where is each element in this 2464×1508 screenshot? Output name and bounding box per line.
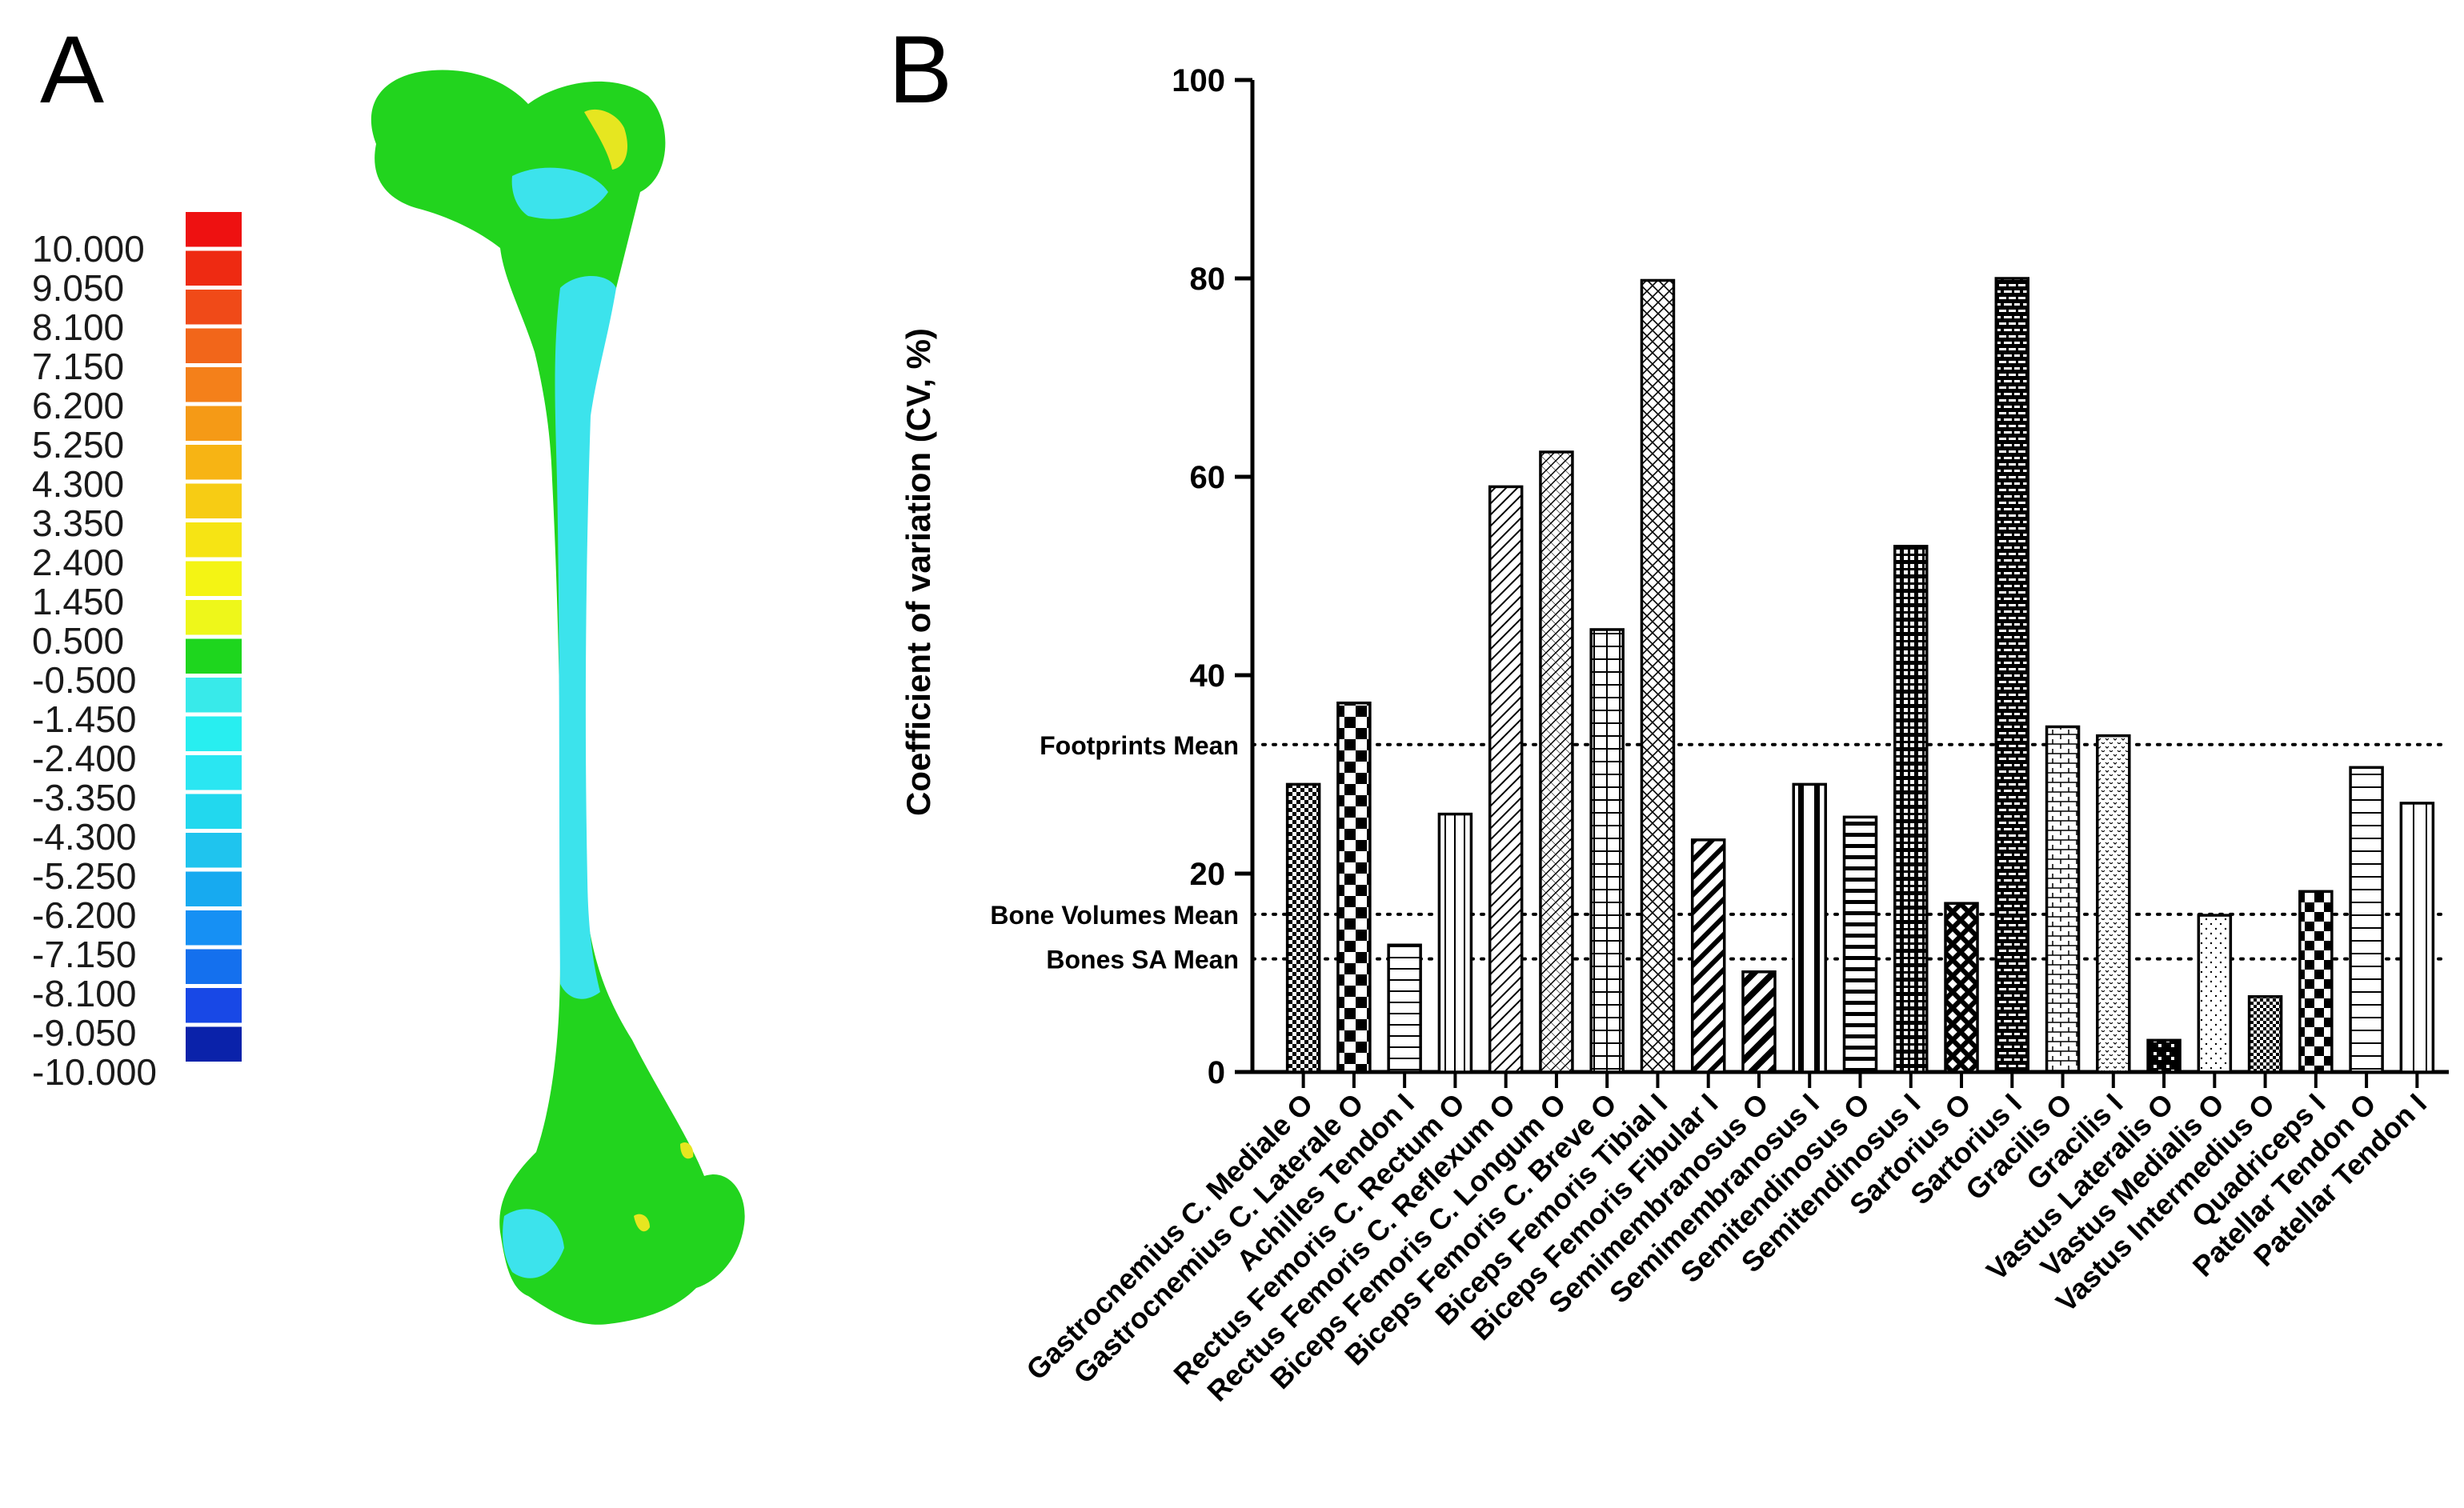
y-tick-label: 40: [1190, 658, 1226, 694]
scale-label: 7.150: [32, 346, 124, 387]
bar: [1741, 970, 1777, 1074]
color-scale-labels: 10.0009.0508.1007.1506.2005.2504.3003.35…: [32, 228, 157, 1093]
scale-swatch: [186, 600, 242, 635]
scale-label: -6.200: [32, 894, 136, 936]
scale-label: -4.300: [32, 816, 136, 858]
scale-label: -8.100: [32, 973, 136, 1014]
scale-label: 5.250: [32, 424, 124, 466]
scale-label: 3.350: [32, 502, 124, 544]
y-tick-label: 100: [1172, 63, 1225, 98]
panel-a-letter: A: [40, 16, 104, 123]
scale-swatch: [186, 561, 242, 596]
bar: [1589, 628, 1625, 1074]
scale-swatch: [186, 794, 242, 829]
scale-swatch: [186, 445, 242, 480]
bar: [1994, 277, 2030, 1074]
bar: [1285, 782, 1321, 1074]
femur-epicondyle-hotspot: [680, 1142, 694, 1159]
bar: [1690, 838, 1726, 1074]
bar: [2247, 995, 2283, 1074]
femur-silhouette: [371, 70, 745, 1325]
panel-b-letter: B: [888, 16, 952, 123]
scale-label: -9.050: [32, 1012, 136, 1054]
bar: [2096, 734, 2131, 1074]
bar: [1336, 701, 1372, 1074]
reference-lines: Footprints Mean Bone Volumes Mean Bones SA…: [990, 731, 2450, 974]
bars: [1285, 277, 2435, 1074]
scale-swatch: [186, 949, 242, 984]
scale-swatch: [186, 367, 242, 402]
y-axis-title: Coefficient of variation (CV, %): [899, 328, 937, 816]
scale-swatch: [186, 833, 242, 868]
scale-swatch: [186, 250, 242, 286]
scale-swatch: [186, 638, 242, 674]
femur-neck-region: [511, 167, 608, 219]
scale-swatch: [186, 522, 242, 558]
scale-swatch: [186, 910, 242, 946]
femur-shaft-region: [555, 276, 616, 999]
bar: [1944, 902, 1979, 1074]
bar: [1842, 815, 1878, 1074]
scale-swatch: [186, 290, 242, 325]
bar: [2197, 914, 2233, 1074]
reference-line-label: Footprints Mean: [1040, 731, 1239, 760]
scale-swatch: [186, 988, 242, 1023]
scale-swatch: [186, 483, 242, 518]
reference-line-label: Bone Volumes Mean: [990, 901, 1239, 930]
femur-condyle-hotspot: [634, 1214, 650, 1232]
scale-label: -5.250: [32, 855, 136, 897]
y-tick-label: 60: [1190, 460, 1226, 495]
scale-swatch: [186, 678, 242, 713]
scale-label: 10.000: [32, 228, 145, 270]
y-axis-ticks: 0 20 40 60 80 100: [1172, 63, 1252, 1090]
scale-swatch: [186, 755, 242, 790]
scale-swatch: [186, 716, 242, 751]
y-tick-label: 0: [1208, 1055, 1225, 1090]
femur-bone-map: [371, 70, 745, 1325]
scale-label: 2.400: [32, 542, 124, 583]
bar: [2399, 802, 2435, 1074]
scale-swatch: [186, 871, 242, 906]
reference-line-label: Bones SA Mean: [1046, 946, 1239, 974]
scale-swatch: [186, 1026, 242, 1062]
bar: [2045, 725, 2081, 1074]
scale-swatch: [186, 212, 242, 247]
scale-label: -2.400: [32, 738, 136, 779]
y-tick-label: 80: [1190, 262, 1226, 297]
y-tick-label: 20: [1190, 857, 1226, 892]
scale-label: 0.500: [32, 620, 124, 662]
bar: [1387, 943, 1422, 1074]
bar: [1792, 782, 1827, 1074]
femur-condyle-region: [503, 1209, 564, 1278]
scale-label: 1.450: [32, 581, 124, 622]
bar: [1539, 450, 1574, 1074]
bar: [1893, 545, 1929, 1074]
bar: [2298, 890, 2334, 1074]
bar: [1640, 278, 1676, 1074]
bar: [1488, 485, 1524, 1074]
bar: [1437, 812, 1473, 1074]
scale-label: 4.300: [32, 463, 124, 505]
scale-label: -0.500: [32, 659, 136, 701]
scale-label: -3.350: [32, 777, 136, 818]
scale-label: 9.050: [32, 267, 124, 309]
scale-swatch: [186, 406, 242, 441]
color-scale-bar: [186, 212, 242, 1062]
femur-trochanter-hotspot: [584, 109, 628, 170]
scale-label: 8.100: [32, 306, 124, 348]
scale-swatch: [186, 328, 242, 363]
bar: [2146, 1038, 2182, 1074]
bar: [2349, 766, 2384, 1074]
scale-label: 6.200: [32, 385, 124, 426]
scale-label: -7.150: [32, 934, 136, 975]
scale-label: -10.000: [32, 1051, 157, 1093]
x-axis-labels: Gastrocnemius C. Mediale OGastrocnemius …: [1020, 1072, 2433, 1408]
scale-label: -1.450: [32, 698, 136, 740]
